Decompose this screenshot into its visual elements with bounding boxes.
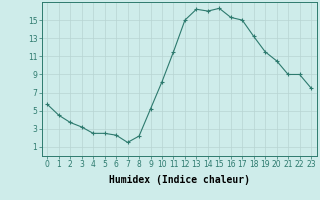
X-axis label: Humidex (Indice chaleur): Humidex (Indice chaleur)	[109, 175, 250, 185]
